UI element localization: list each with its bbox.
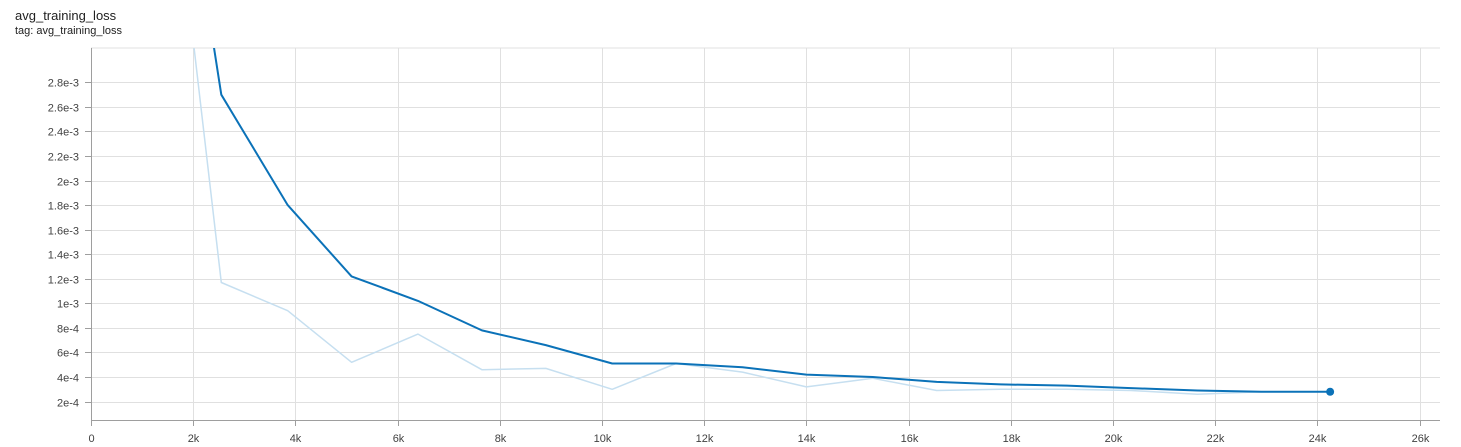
y-tick-label: 1.8e-3	[48, 201, 79, 213]
y-tick-label: 2.8e-3	[48, 78, 79, 90]
x-tick-label: 16k	[901, 433, 919, 445]
y-tick-label: 1.6e-3	[48, 226, 79, 238]
axes: 0 2k 4k 6k 8k 10k 12k 14k 16k 18k 20k 22k 24k 26k 2e-4…	[48, 48, 1440, 445]
x-tick-label: 2k	[188, 433, 200, 445]
y-tick-label: 2.2e-3	[48, 152, 79, 164]
y-tick-label: 2e-4	[57, 398, 79, 410]
y-tick-label: 1.4e-3	[48, 250, 79, 262]
y-tick-label: 1e-3	[57, 299, 79, 311]
smoothed-series-line	[213, 48, 1332, 393]
y-tick-label: 2e-3	[57, 177, 79, 189]
y-tick-label: 8e-4	[57, 324, 79, 336]
chart-title: avg_training_loss	[15, 8, 117, 23]
chart-tag: tag: avg_training_loss	[15, 25, 123, 37]
series-end-point	[1326, 387, 1335, 396]
x-tick-label: 24k	[1309, 433, 1327, 445]
raw-series-line	[193, 48, 1331, 395]
x-tick-label: 10k	[594, 433, 612, 445]
x-tick-label: 0	[88, 433, 94, 445]
y-tick-label: 2.4e-3	[48, 127, 79, 139]
x-tick-label: 14k	[798, 433, 816, 445]
y-tick-label: 4e-4	[57, 373, 79, 385]
x-tick-label: 4k	[290, 433, 302, 445]
x-tick-label: 8k	[495, 433, 507, 445]
x-tick-label: 20k	[1105, 433, 1123, 445]
grid	[91, 47, 1440, 420]
y-tick-label: 6e-4	[57, 348, 79, 360]
y-tick-label: 2.6e-3	[48, 103, 79, 115]
marker-group	[1326, 387, 1335, 396]
x-tick-label: 26k	[1412, 433, 1430, 445]
x-tick-label: 6k	[393, 433, 405, 445]
y-tick-label: 1.2e-3	[48, 275, 79, 287]
chart-header: avg_training_loss tag: avg_training_loss	[15, 8, 122, 38]
series-group	[193, 48, 1332, 395]
x-tick-label: 18k	[1003, 433, 1021, 445]
x-tick-label: 22k	[1207, 433, 1225, 445]
x-tick-label: 12k	[696, 433, 714, 445]
